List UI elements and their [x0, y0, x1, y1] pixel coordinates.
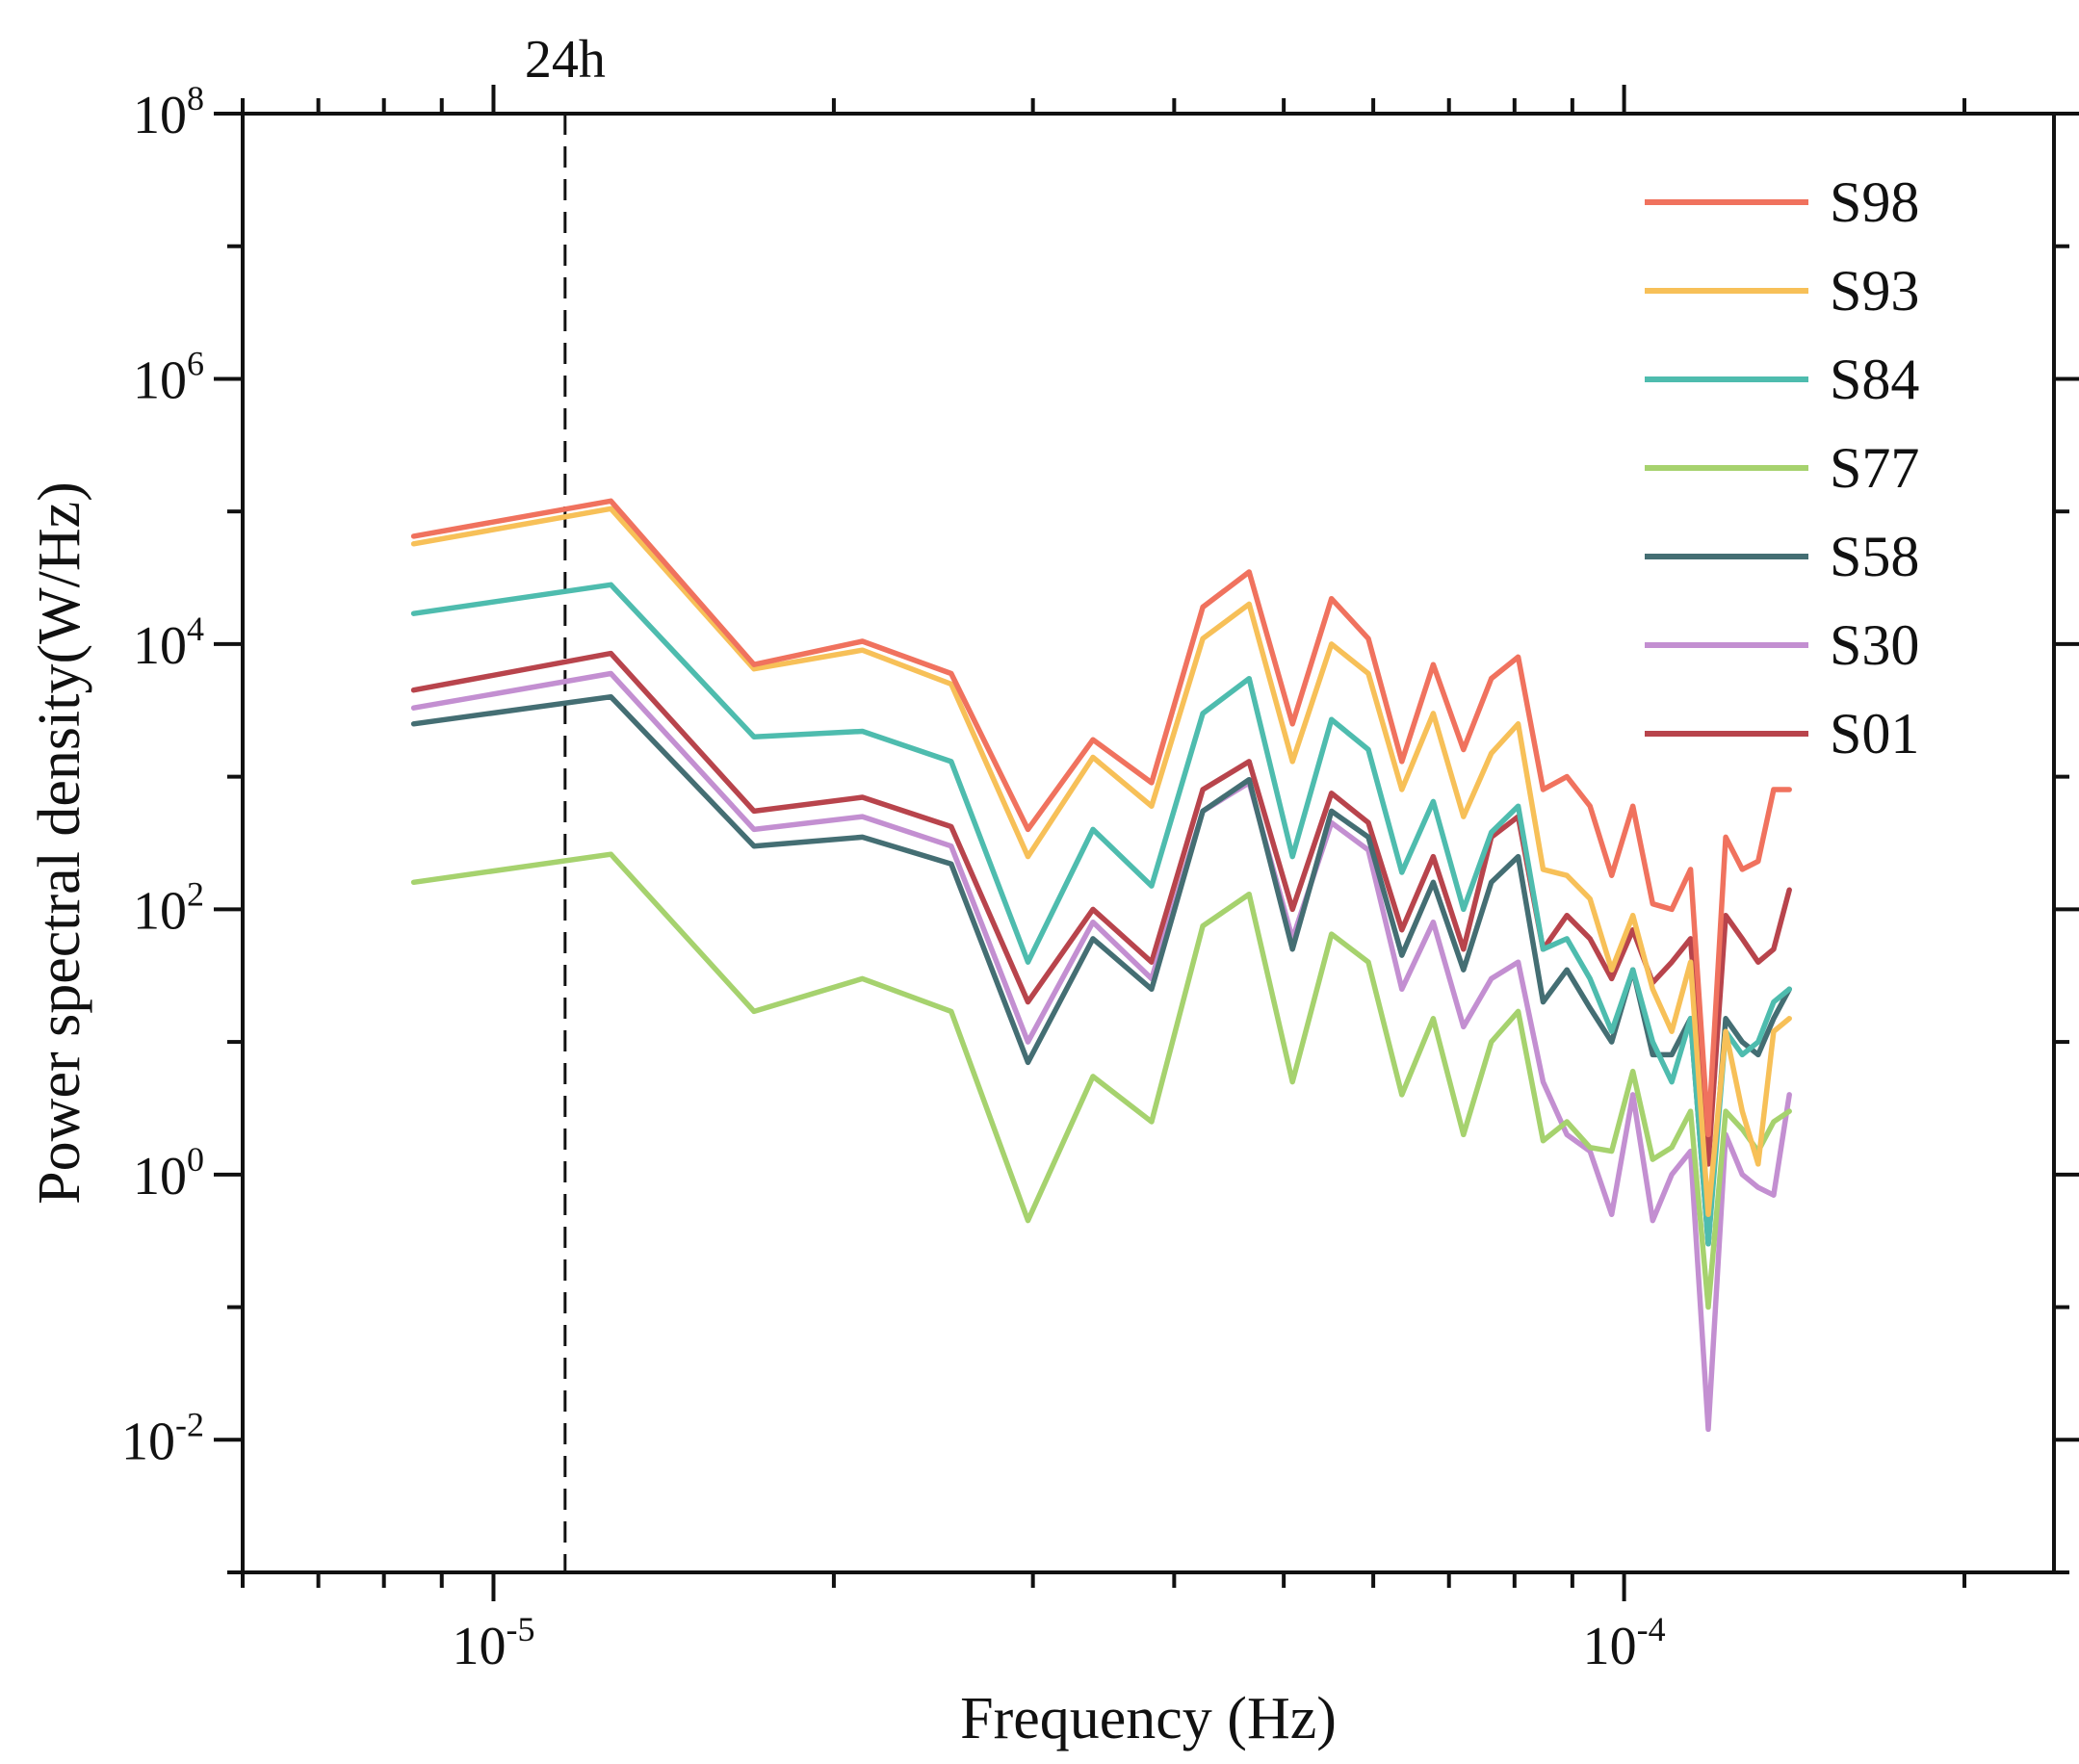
legend-item-s30: S30: [1645, 613, 1919, 677]
plot-frame: [241, 112, 2056, 1574]
legend-item-s84: S84: [1645, 348, 1919, 411]
series-line-s30: [410, 670, 1792, 1433]
legend-label: S01: [1830, 702, 1919, 765]
x-axis-title: Frequency (Hz): [960, 1686, 1337, 1751]
y-tick-label: 100: [133, 1140, 204, 1206]
annotation-24h: 24h: [525, 30, 606, 1572]
legend-item-s77: S77: [1645, 436, 1919, 500]
legend-label: S93: [1830, 259, 1919, 323]
x-tick-label: 10-5: [452, 1610, 534, 1676]
series-line-s77: [410, 851, 1792, 1310]
legend-item-s58: S58: [1645, 525, 1919, 588]
x-tick-label: 10-4: [1583, 1610, 1666, 1676]
y-tick-label: 108: [133, 79, 204, 145]
data-series: [410, 498, 1792, 1433]
y-tick-label: 10-2: [121, 1405, 204, 1471]
legend: S98 S93 S84 S77 S58 S30 S01: [1645, 170, 1919, 765]
legend-item-s01: S01: [1645, 702, 1919, 765]
legend-label: S58: [1830, 525, 1919, 588]
y-axis-title: Power spectral density(W/Hz): [27, 481, 92, 1205]
axis-ticks: [214, 85, 2079, 1601]
annotation-label: 24h: [525, 30, 606, 90]
series-line-s98: [410, 498, 1792, 1138]
legend-label: S98: [1830, 170, 1919, 234]
legend-item-s98: S98: [1645, 170, 1919, 234]
y-tick-label: 102: [133, 874, 204, 941]
y-tick-label: 106: [133, 344, 204, 410]
legend-label: S84: [1830, 348, 1919, 411]
legend-item-s93: S93: [1645, 259, 1919, 323]
series-line-s93: [410, 506, 1792, 1218]
legend-label: S77: [1830, 436, 1919, 500]
axis-tick-labels: 10-5 10-4 10-2 100 102 104 106 108: [121, 79, 1666, 1676]
legend-label: S30: [1830, 613, 1919, 677]
y-tick-label: 104: [133, 610, 204, 676]
